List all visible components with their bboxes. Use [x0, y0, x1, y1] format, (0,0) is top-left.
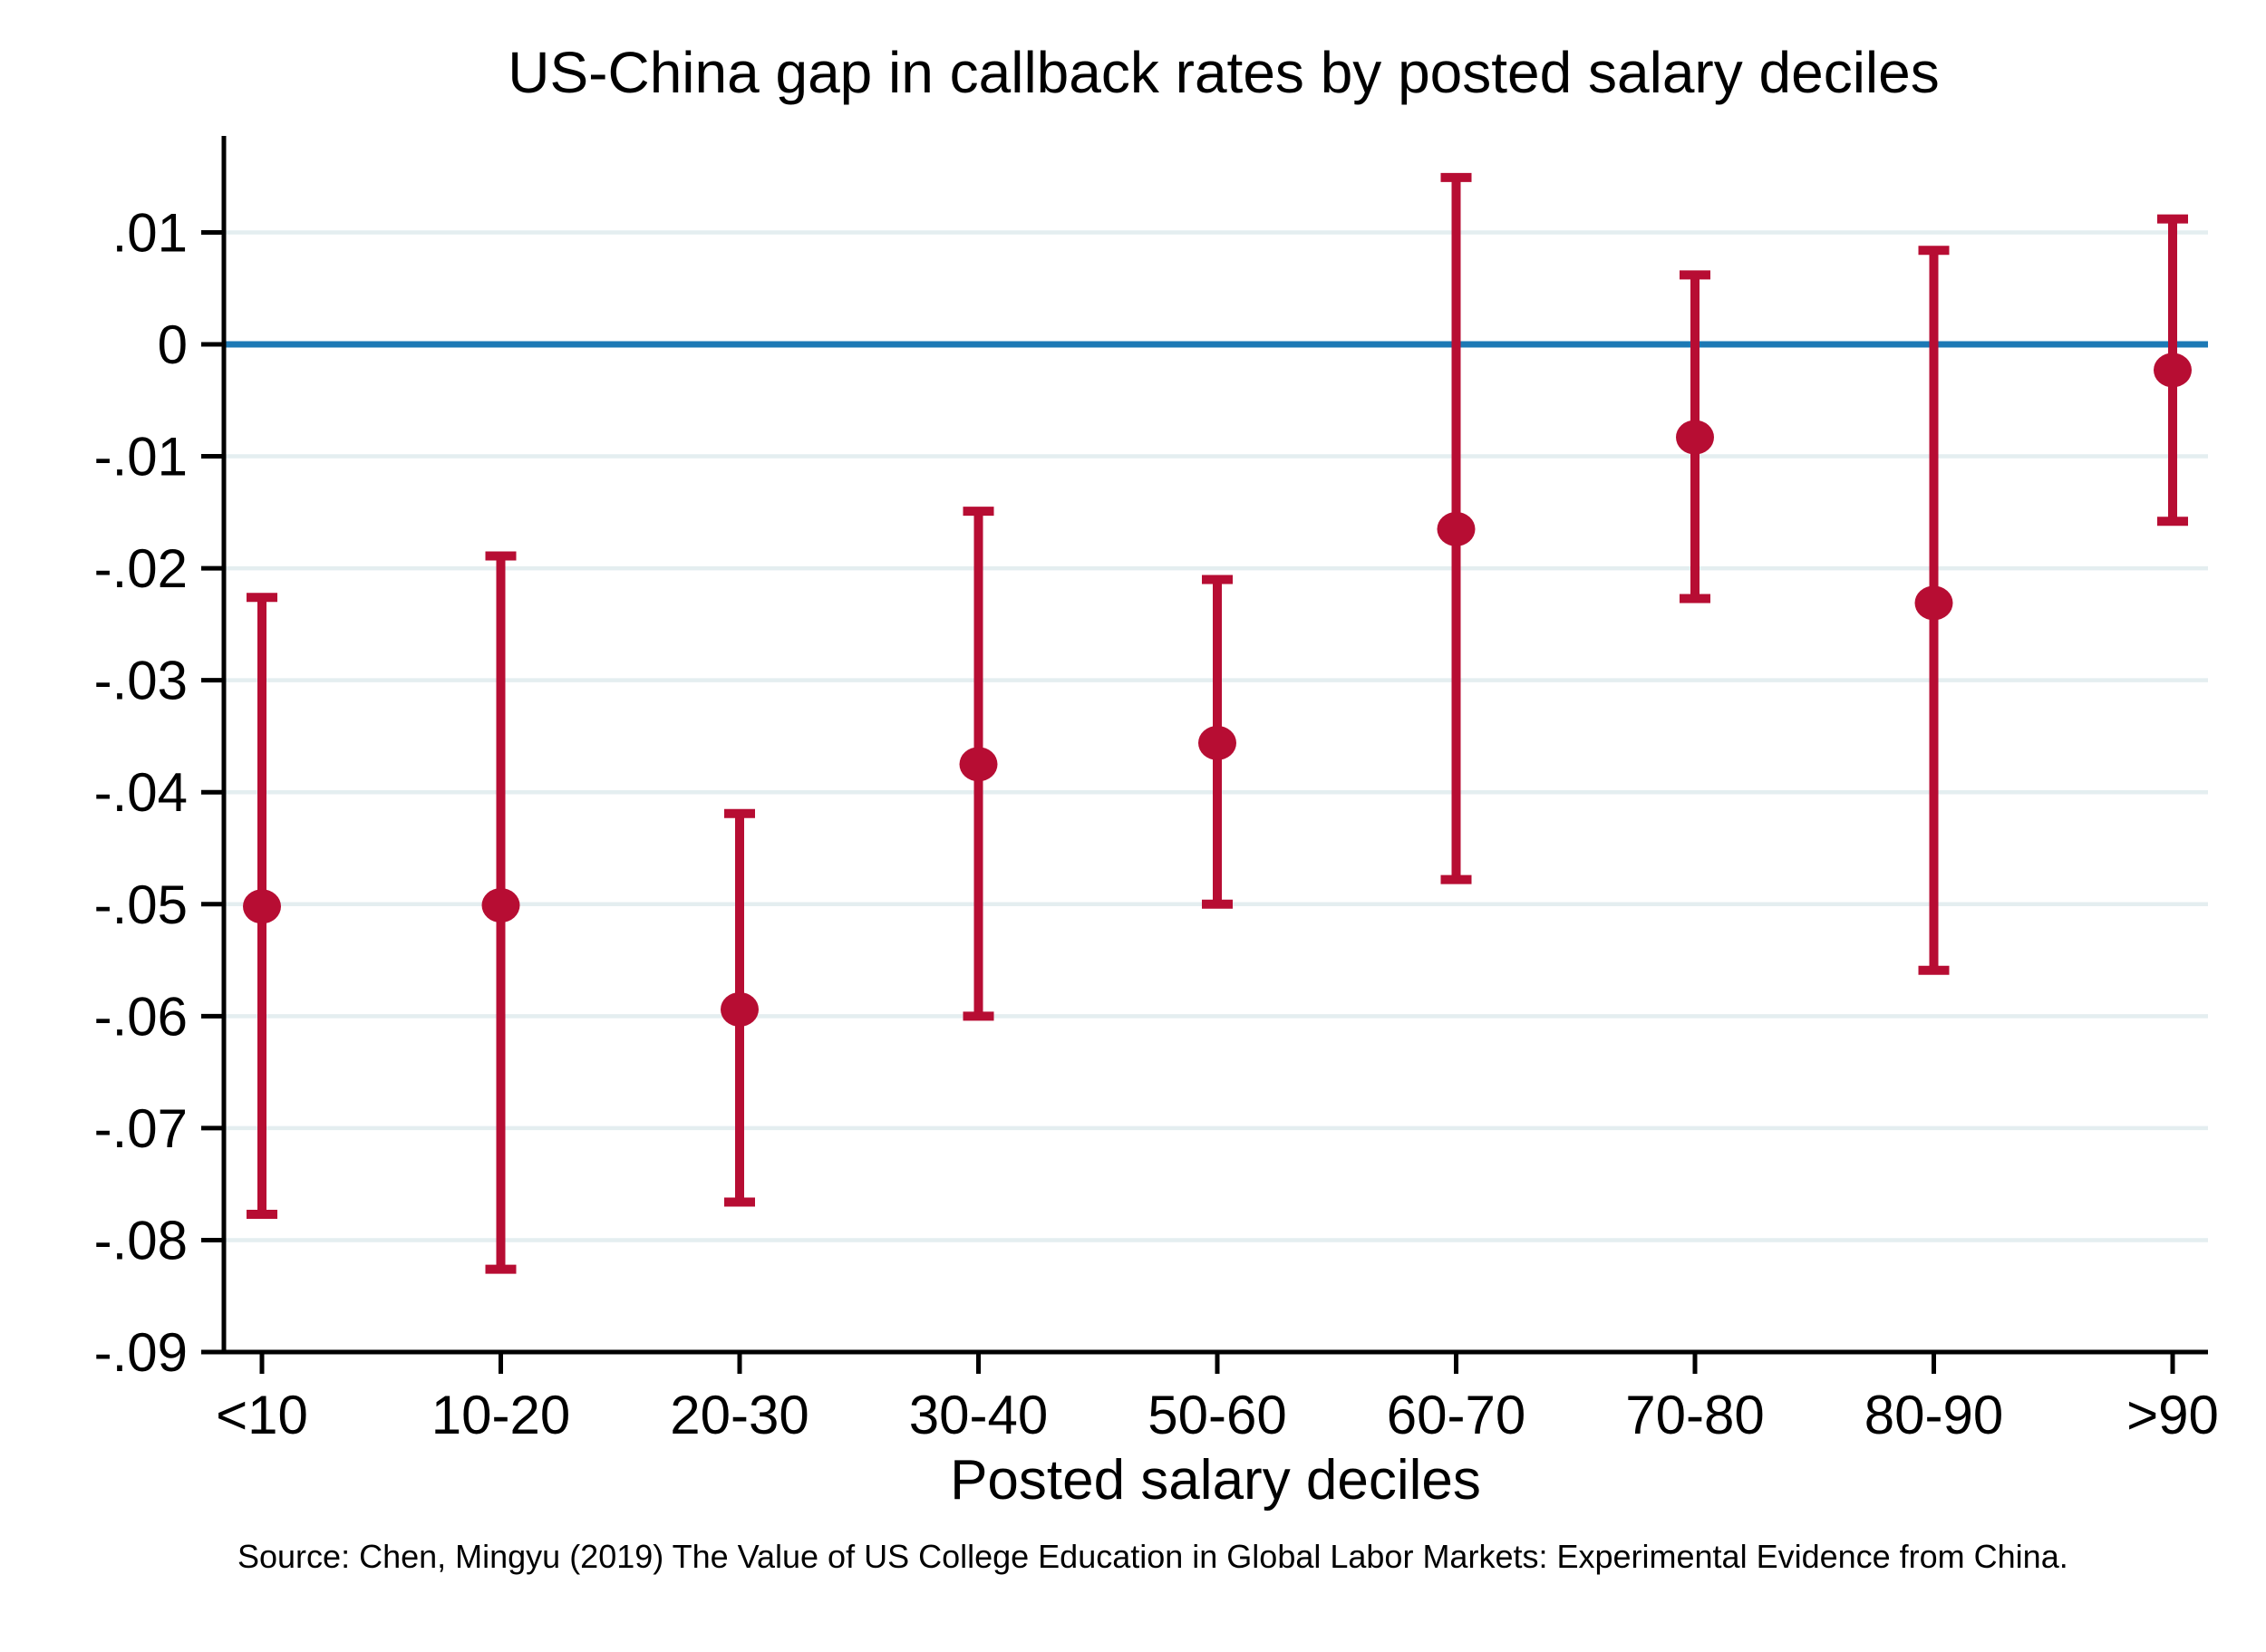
error-bar-10-20	[481, 551, 520, 1274]
error-bar-60-70	[1437, 172, 1476, 884]
point-marker	[959, 747, 998, 782]
point-marker	[1914, 585, 1953, 621]
y-tick-label: -.07	[94, 1098, 188, 1159]
y-tick-label: -.06	[94, 986, 188, 1047]
y-tick-label: -.01	[94, 427, 188, 488]
x-tick-label: 70-80	[1625, 1385, 1764, 1445]
x-tick-label: >90	[2126, 1385, 2219, 1445]
y-tick-label: -.09	[94, 1322, 188, 1383]
point-marker	[721, 991, 759, 1027]
y-tick-label: 0	[158, 314, 188, 375]
y-tick-label: -.08	[94, 1210, 188, 1270]
data-series	[243, 172, 2192, 1274]
x-tick-label: <10	[216, 1385, 308, 1445]
axis-ticks: .01 0 -.01 -.02 -.03 -.04 -.05 -.06 -.07 -.08 -.09…	[94, 202, 2219, 1445]
point-marker	[1198, 725, 1236, 760]
error-bar-20-30	[721, 808, 759, 1207]
error-bar-70-80	[1676, 270, 1714, 604]
error-bar->90	[2154, 214, 2192, 527]
point-marker	[243, 889, 281, 924]
point-marker	[2154, 353, 2192, 388]
y-tick-label: -.03	[94, 651, 188, 711]
point-marker	[481, 888, 520, 923]
x-tick-label: 80-90	[1864, 1385, 2003, 1445]
x-axis-title: Posted salary deciles	[950, 1449, 1481, 1512]
error-bar-<10	[243, 593, 281, 1220]
y-tick-label: -.02	[94, 538, 188, 599]
x-tick-label: 10-20	[431, 1385, 570, 1445]
point-marker	[1437, 511, 1476, 546]
y-tick-label: -.04	[94, 762, 188, 823]
error-bar-80-90	[1914, 246, 1953, 975]
source-note: Source: Chen, Mingyu (2019) The Value of…	[237, 1538, 2068, 1575]
error-bar-30-40	[959, 507, 998, 1021]
x-tick-label: 20-30	[670, 1385, 809, 1445]
y-tick-label: -.05	[94, 874, 188, 935]
x-tick-label: 50-60	[1148, 1385, 1286, 1445]
chart-title: US-China gap in callback rates by posted…	[508, 40, 1939, 105]
x-tick-label: 30-40	[909, 1385, 1048, 1445]
point-marker	[1676, 420, 1714, 455]
x-tick-label: 60-70	[1387, 1385, 1525, 1445]
y-tick-label: .01	[112, 202, 188, 263]
error-bar-50-60	[1198, 575, 1236, 909]
